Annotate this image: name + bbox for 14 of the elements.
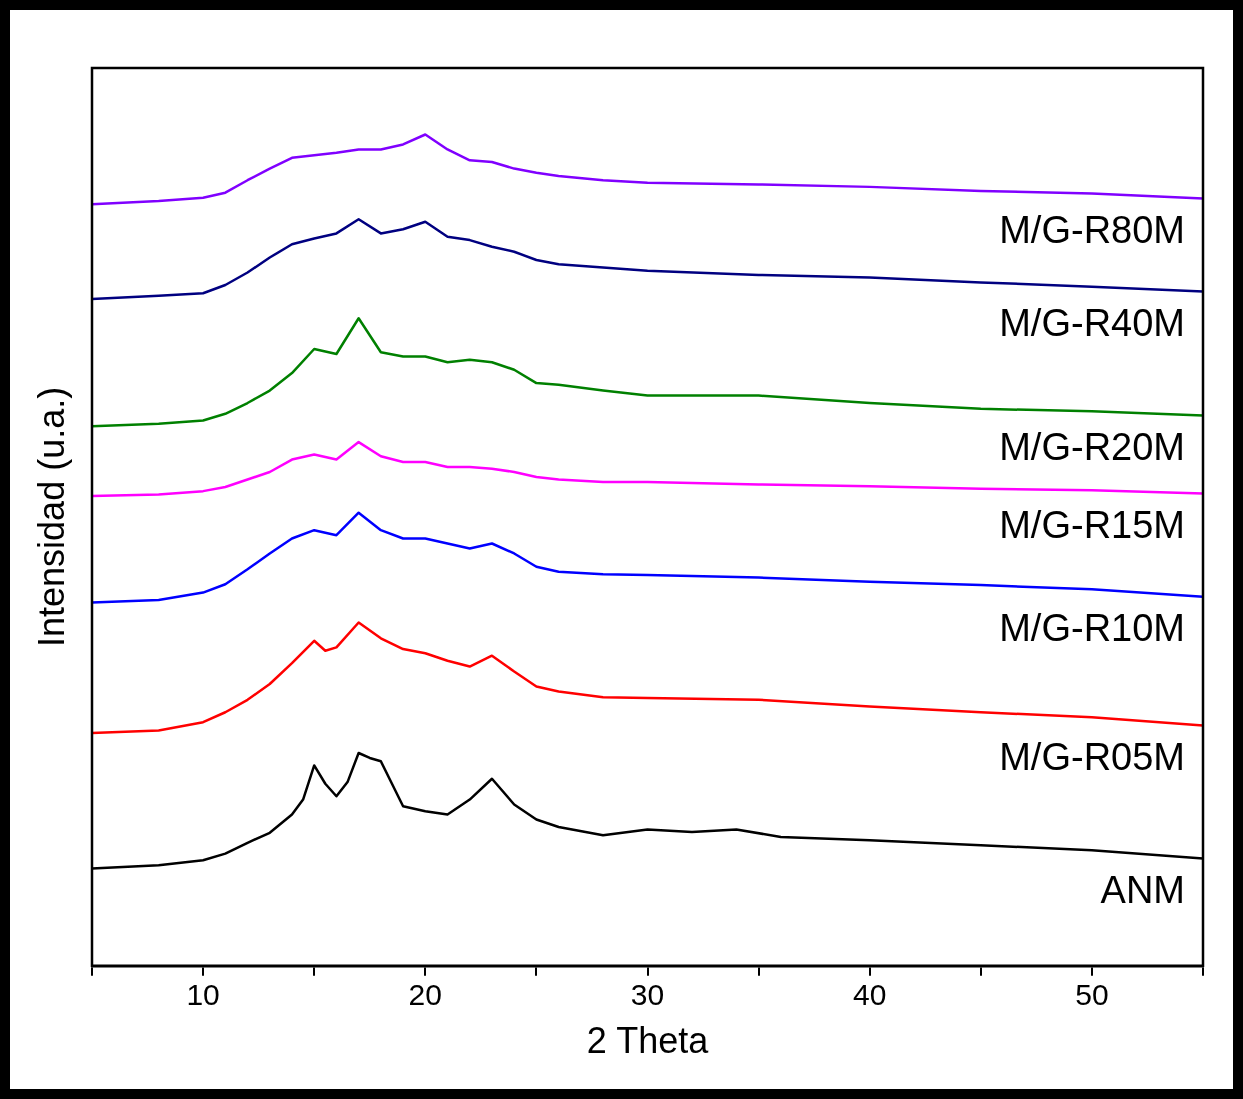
x-tick-label: 20 [408,978,442,1012]
x-tick-label: 40 [853,978,887,1012]
x-tick-label: 30 [630,978,665,1012]
y-axis-title: Intensidad (u.a.) [30,386,72,647]
series-label: M/G-R05M [999,736,1185,779]
series-label: M/G-R80M [999,209,1185,251]
x-tick-label: 50 [1075,978,1109,1012]
x-axis-title: 2 Theta [586,1020,710,1062]
series-label: ANM [1100,869,1185,912]
series-label: M/G-R20M [999,425,1185,468]
series-label: M/G-R40M [999,302,1185,345]
x-tick-label: 10 [186,978,220,1012]
series-label: M/G-R15M [999,504,1185,547]
series-label: M/G-R10M [999,607,1185,650]
